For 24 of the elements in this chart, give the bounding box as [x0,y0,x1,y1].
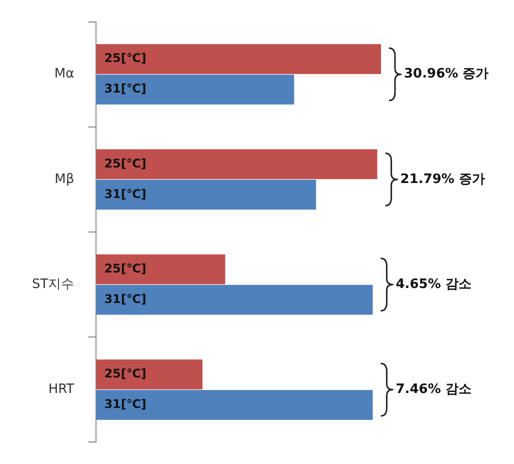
bar [96,390,373,420]
bar [96,74,294,105]
y-tick-label: HRT [48,382,74,398]
text: 30.96% 증가 [404,66,489,82]
bar [96,44,381,74]
bar [96,254,226,284]
y-tick-label: ST지수 [32,276,74,292]
text: 25[℃] [104,156,146,170]
text: 25[℃] [104,261,146,276]
series-label: 25[℃] [104,51,146,66]
bar [96,284,373,315]
text: 31[℃] [104,397,146,412]
bar [96,359,202,390]
bar [96,180,316,210]
y-tick-label: Mβ [54,172,74,187]
text: 31[℃] [104,292,146,306]
bar [96,149,378,180]
text: 4.65% 감소 [396,276,472,292]
series-label: 31[℃] [104,82,146,96]
text: 21.79% 증가 [400,172,485,187]
text: 7.46% 감소 [396,382,472,398]
text: 31[℃] [104,186,146,201]
text: 25[℃] [104,366,146,381]
y-tick-label: Mα [54,66,74,82]
